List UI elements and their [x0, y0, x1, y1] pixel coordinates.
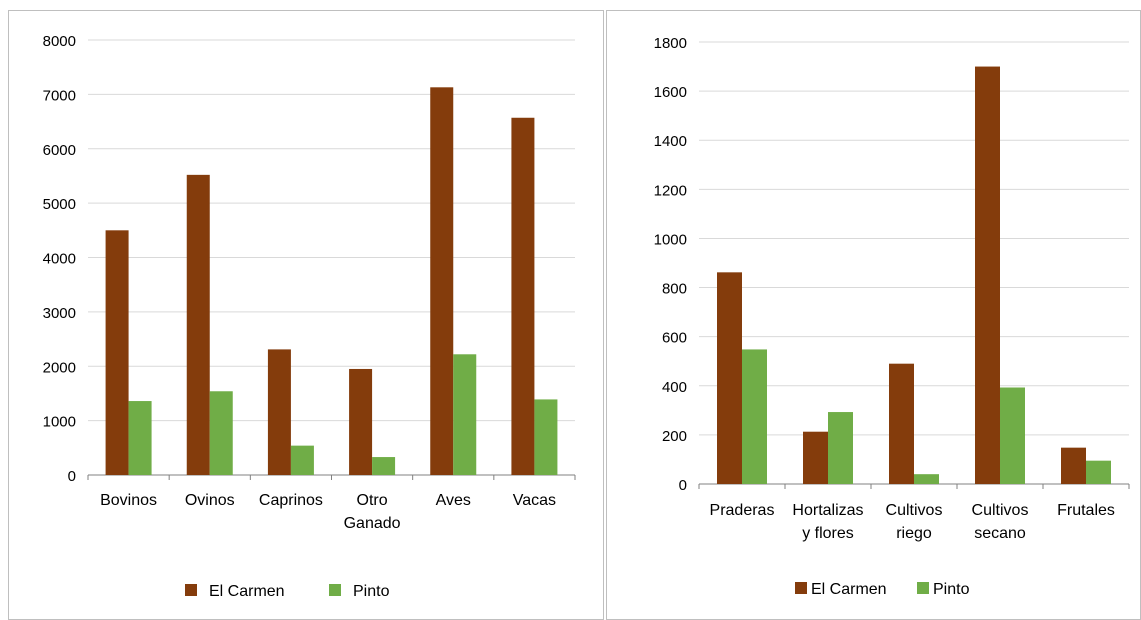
- bar-pinto: [914, 474, 939, 484]
- y-tick-label: 1200: [654, 182, 687, 199]
- x-tick-label: y flores: [802, 525, 854, 542]
- bar-pinto: [742, 349, 767, 484]
- legend: El Carmen Pinto: [185, 583, 390, 600]
- x-tick-label: Praderas: [710, 502, 775, 519]
- bar-el-carmen: [717, 272, 742, 484]
- y-tick-label: 1000: [43, 414, 76, 431]
- y-tick-label: 5000: [43, 196, 76, 213]
- x-tick-label: Cultivos: [972, 502, 1029, 519]
- bar-pinto: [372, 457, 396, 475]
- bar-pinto: [209, 391, 233, 475]
- y-tick-label: 0: [68, 468, 76, 485]
- y-tick-label: 1600: [654, 84, 687, 101]
- x-tick-label: Otro: [357, 492, 388, 509]
- y-tick-label: 600: [662, 330, 687, 347]
- x-tick-label: riego: [896, 525, 932, 542]
- y-tick-label: 200: [662, 428, 687, 445]
- bar-el-carmen: [267, 349, 291, 475]
- chart-panel-crops: 0 200 400 600 800 1000 1200 1400 1600 1800 Pradera…: [604, 0, 1141, 620]
- x-tick-label: Vacas: [513, 492, 556, 509]
- bar-el-carmen: [430, 87, 454, 476]
- bar-el-carmen: [975, 66, 1000, 485]
- bar-el-carmen: [186, 174, 210, 475]
- legend-swatch: [795, 582, 807, 594]
- bar-pinto: [453, 354, 477, 475]
- chart-frame: [606, 10, 1141, 620]
- legend-label: El Carmen: [209, 583, 285, 600]
- legend-label: El Carmen: [811, 581, 887, 598]
- y-tick-label: 400: [662, 379, 687, 396]
- y-tick-label: 3000: [43, 305, 76, 322]
- legend-swatch: [329, 584, 341, 596]
- crops-bar-chart: 0 200 400 600 800 1000 1200 1400 1600 1800 Pradera…: [654, 35, 1130, 598]
- y-tick-label: 6000: [43, 142, 76, 159]
- x-tick-label: Cultivos: [886, 502, 943, 519]
- y-tick-label: 1000: [654, 231, 687, 248]
- x-tick-label: secano: [974, 525, 1026, 542]
- legend: El Carmen Pinto: [795, 581, 970, 598]
- legend-label: Pinto: [933, 581, 970, 598]
- chart-frame: [8, 10, 604, 620]
- bar-el-carmen: [511, 117, 535, 475]
- bar-pinto: [1086, 460, 1111, 484]
- y-tick-label: 1400: [654, 133, 687, 150]
- x-tick-label: Bovinos: [100, 492, 157, 509]
- livestock-bar-chart: 0 1000 2000 3000 4000 5000 6000 7000 8000 Bovinos…: [43, 33, 576, 600]
- x-tick-label: Ovinos: [185, 492, 235, 509]
- bar-el-carmen: [889, 363, 914, 484]
- x-tick-label: Aves: [436, 492, 471, 509]
- legend-swatch: [917, 582, 929, 594]
- bar-el-carmen: [803, 431, 828, 484]
- x-tick-label: Ganado: [344, 515, 401, 532]
- bar-pinto: [534, 399, 558, 475]
- bar-pinto: [290, 445, 314, 475]
- x-tick-label: Hortalizas: [792, 502, 863, 519]
- x-tick-label: Frutales: [1057, 502, 1115, 519]
- legend-swatch: [185, 584, 197, 596]
- legend-label: Pinto: [353, 583, 390, 600]
- bar-el-carmen: [349, 368, 373, 475]
- bar-el-carmen: [105, 230, 129, 475]
- y-tick-label: 800: [662, 281, 687, 298]
- y-tick-label: 0: [679, 477, 687, 494]
- y-tick-label: 7000: [43, 87, 76, 104]
- bar-pinto: [828, 412, 853, 484]
- x-tick-label: Caprinos: [259, 492, 323, 509]
- bar-pinto: [128, 401, 152, 475]
- bar-el-carmen: [1061, 447, 1086, 484]
- chart-panel-livestock: 0 1000 2000 3000 4000 5000 6000 7000 8000 Bovinos…: [8, 10, 604, 620]
- bar-pinto: [1000, 387, 1025, 484]
- y-tick-label: 8000: [43, 33, 76, 50]
- y-tick-label: 1800: [654, 35, 687, 52]
- y-tick-label: 2000: [43, 359, 76, 376]
- y-tick-label: 4000: [43, 251, 76, 268]
